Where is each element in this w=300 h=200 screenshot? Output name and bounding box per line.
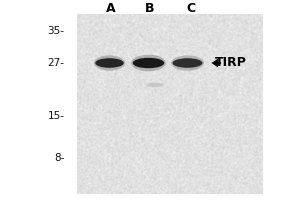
Text: 27-: 27-: [47, 58, 64, 68]
Ellipse shape: [131, 55, 166, 71]
Text: 15-: 15-: [47, 111, 64, 121]
Text: B: B: [145, 2, 155, 16]
Text: 8-: 8-: [54, 153, 64, 163]
Text: TIRP: TIRP: [214, 56, 246, 70]
Ellipse shape: [94, 55, 125, 71]
FancyArrow shape: [212, 58, 221, 67]
Ellipse shape: [95, 58, 124, 68]
Ellipse shape: [133, 58, 164, 68]
Text: 35-: 35-: [47, 26, 64, 36]
Text: A: A: [106, 2, 116, 16]
Ellipse shape: [172, 58, 203, 68]
Text: C: C: [186, 2, 195, 16]
Bar: [76, 14, 262, 194]
Ellipse shape: [146, 83, 164, 87]
Ellipse shape: [171, 55, 204, 71]
